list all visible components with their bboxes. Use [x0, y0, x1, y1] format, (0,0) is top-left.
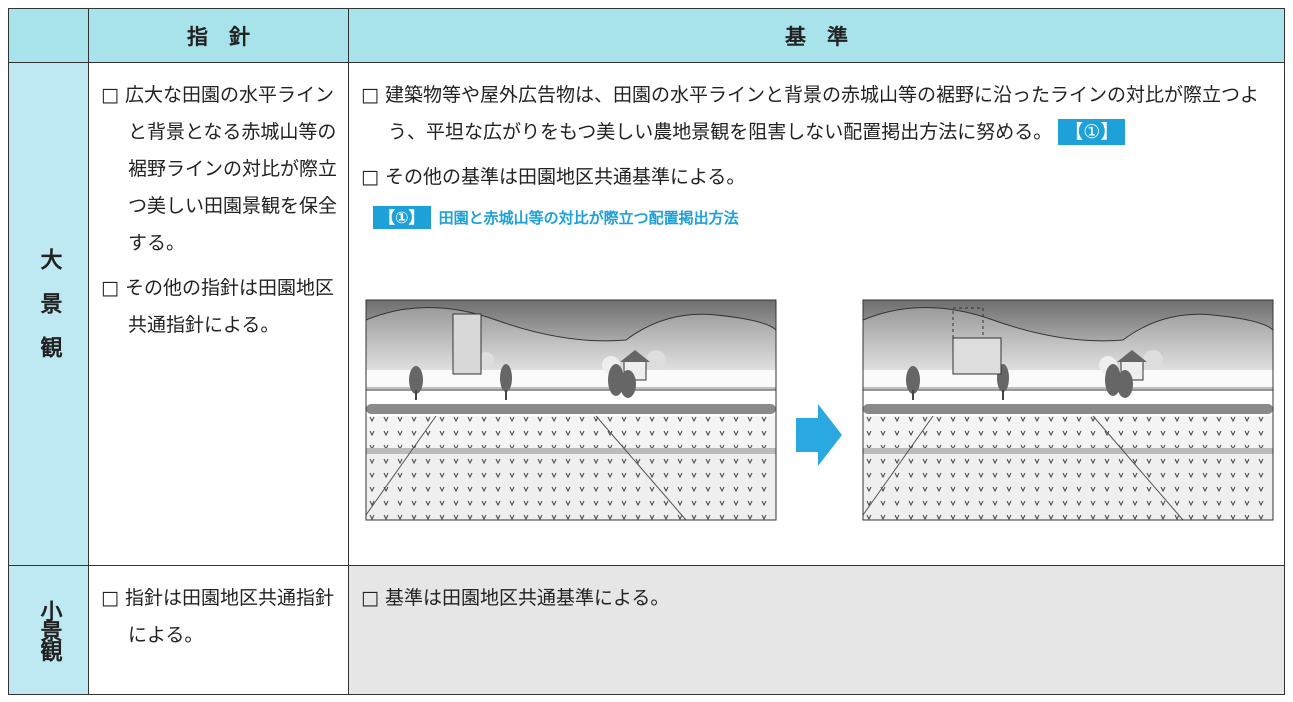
guideline: □ 指針は田園地区共通指針による。 [101, 587, 334, 646]
ref-tag: 【①】 [1058, 119, 1126, 145]
guideline: □ その他の指針は田園地区共通指針による。 [101, 277, 334, 336]
header-cell: 指 針 [88, 8, 349, 63]
standard-text: □ 建築物等や屋外広告物は、田園の水平ラインと背景の赤城山等の裾野に沿ったライン… [361, 84, 1259, 143]
standard: □ 基準は田園地区共通基準による。 [361, 587, 670, 609]
ref-tag: 【①】 [373, 206, 431, 229]
row-label-cell: 小景観 [8, 565, 89, 695]
row-label: 小景観 [36, 600, 62, 660]
caption-text: 田園と赤城山等の対比が際立つ配置掲出方法 [438, 209, 739, 227]
standard: □ 建築物等や屋外広告物は、田園の水平ラインと背景の赤城山等の裾野に沿ったライン… [361, 77, 1274, 151]
corner-cell [8, 8, 89, 63]
row-label: 大景観 [36, 248, 62, 380]
table: 指 針 基 準 大景観 □ 広大な田園の水平ラインと背景となる赤城山等の裾野ライ… [8, 8, 1285, 695]
standard-cell: □ 建築物等や屋外広告物は、田園の水平ラインと背景の赤城山等の裾野に沿ったライン… [348, 62, 1285, 566]
guideline: □ 広大な田園の水平ラインと背景となる赤城山等の裾野ラインの対比が際立つ美しい田… [101, 84, 338, 254]
header-cell: 基 準 [348, 8, 1285, 63]
standard-cell: □ 基準は田園地区共通基準による。 [348, 565, 1285, 695]
row-label-cell: 大景観 [8, 62, 89, 566]
guideline-cell: □ 広大な田園の水平ラインと背景となる赤城山等の裾野ラインの対比が際立つ美しい田… [88, 62, 349, 566]
guideline-cell: □ 指針は田園地区共通指針による。 [88, 565, 349, 695]
figure-caption: 【①】 田園と赤城山等の対比が際立つ配置掲出方法 [373, 204, 1274, 229]
standard: □ その他の基準は田園地区共通基準による。 [361, 166, 746, 188]
